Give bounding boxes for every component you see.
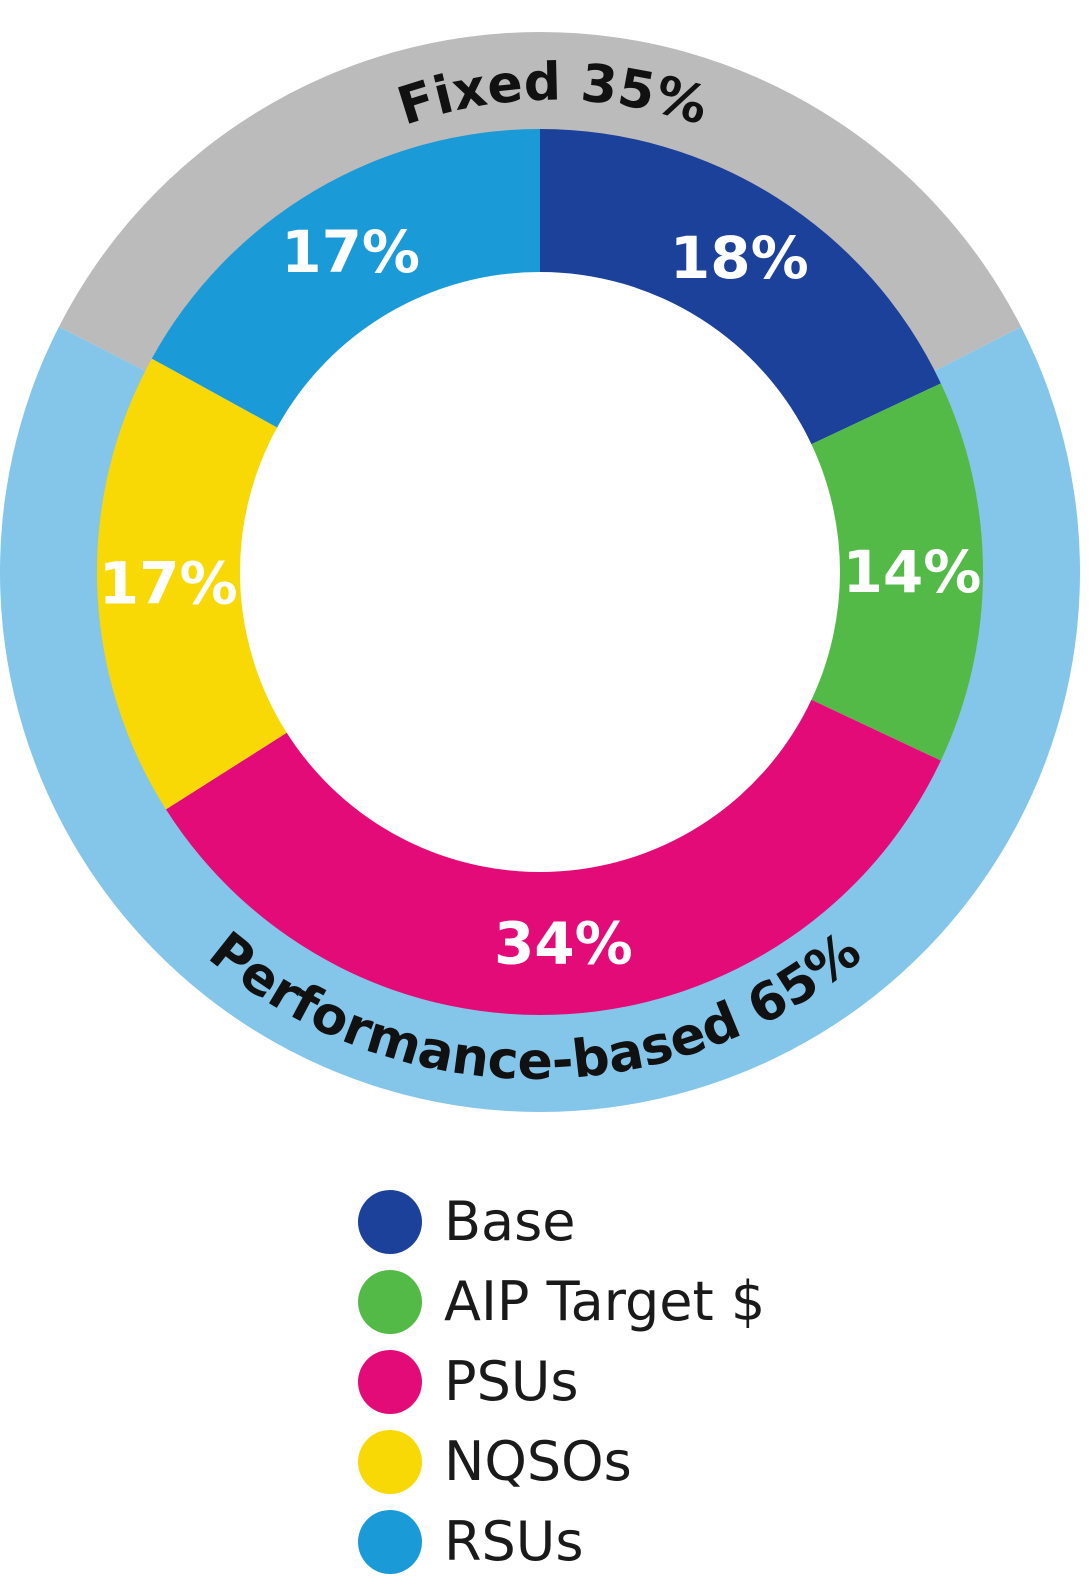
legend-swatch-base xyxy=(358,1190,422,1254)
legend: Base AIP Target $ PSUs NQSOs RSUs xyxy=(358,1182,765,1582)
legend-swatch-psus xyxy=(358,1350,422,1414)
legend-label-psus: PSUs xyxy=(444,1350,579,1413)
data-label-psus: 34% xyxy=(494,909,633,977)
legend-item-nqsos: NQSOs xyxy=(358,1422,765,1502)
data-label-nqsos: 17% xyxy=(99,550,238,618)
legend-label-base: Base xyxy=(444,1190,576,1253)
inner-slice-base xyxy=(540,129,941,445)
inner-ring xyxy=(96,128,984,1016)
segment-labels: 18% 14% 34% 17% 17% xyxy=(99,218,982,977)
legend-item-aip-target: AIP Target $ xyxy=(358,1262,765,1342)
inner-slice-rsus xyxy=(151,128,540,428)
inner-slice-psus xyxy=(165,699,941,1016)
legend-label-nqsos: NQSOs xyxy=(444,1430,632,1493)
legend-item-base: Base xyxy=(358,1182,765,1262)
data-label-aip-target: 14% xyxy=(843,538,982,606)
legend-swatch-rsus xyxy=(358,1510,422,1574)
outer-slice-fixed xyxy=(58,32,1022,376)
legend-swatch-nqsos xyxy=(358,1430,422,1494)
legend-label-aip-target: AIP Target $ xyxy=(444,1270,766,1333)
inner-slice-aip-target xyxy=(811,383,984,761)
data-label-base: 18% xyxy=(670,224,809,292)
legend-label-rsus: RSUs xyxy=(444,1510,584,1573)
data-label-rsus: 17% xyxy=(281,218,420,286)
legend-swatch-aip-target xyxy=(358,1270,422,1334)
legend-item-psus: PSUs xyxy=(358,1342,765,1422)
legend-item-rsus: RSUs xyxy=(358,1502,765,1582)
inner-slice-nqsos xyxy=(96,358,287,810)
donut-chart: 18%14%34%17%17% Fixed 35% Performance-ba… xyxy=(0,32,1081,1113)
